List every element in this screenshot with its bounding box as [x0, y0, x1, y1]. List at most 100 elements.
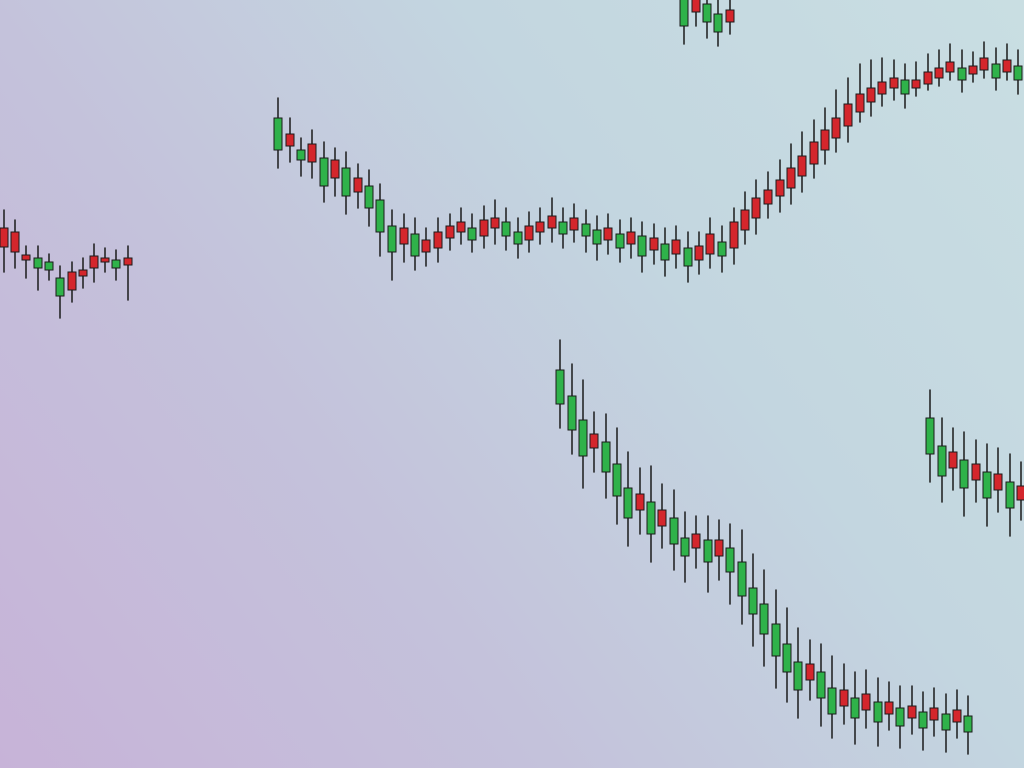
candle-down	[730, 222, 738, 248]
candle-up	[45, 262, 53, 270]
candle-down	[856, 94, 864, 112]
candle-up	[468, 228, 476, 240]
candle-down	[422, 240, 430, 252]
candle-up	[783, 644, 791, 672]
candle-up	[772, 624, 780, 656]
candle-down	[446, 226, 454, 238]
candle-up	[874, 702, 882, 722]
candle-up	[942, 714, 950, 730]
candle-down	[692, 0, 700, 12]
candle-down	[101, 258, 109, 262]
candle-down	[844, 104, 852, 126]
candle-down	[935, 68, 943, 78]
candle-down	[832, 118, 840, 138]
candle-down	[525, 226, 533, 240]
candle-down	[480, 220, 488, 236]
candle-down	[798, 156, 806, 176]
candle-down	[650, 238, 658, 250]
candle-down	[400, 228, 408, 244]
candle-down	[912, 80, 920, 88]
candle-down	[980, 58, 988, 70]
candle-up	[726, 548, 734, 572]
candle-down	[972, 464, 980, 480]
candle-down	[658, 510, 666, 526]
candle-up	[274, 118, 282, 150]
candle-up	[703, 4, 711, 22]
candle-down	[636, 494, 644, 510]
candle-down	[570, 218, 578, 230]
candle-down	[491, 218, 499, 228]
candle-up	[34, 258, 42, 268]
candle-up	[960, 460, 968, 488]
candle-up	[593, 230, 601, 244]
candle-down	[354, 178, 362, 192]
candle-down	[68, 272, 76, 290]
candle-up	[661, 244, 669, 260]
candle-up	[681, 538, 689, 556]
candle-down	[890, 78, 898, 88]
candlestick-svg	[0, 0, 1024, 768]
candle-up	[749, 588, 757, 614]
candle-up	[794, 662, 802, 690]
candle-up	[926, 418, 934, 454]
candle-up	[582, 224, 590, 236]
candle-down	[741, 210, 749, 230]
candle-up	[670, 518, 678, 544]
candle-down	[706, 234, 714, 254]
candle-down	[695, 246, 703, 260]
candle-up	[579, 420, 587, 456]
candle-up	[602, 442, 610, 472]
candle-up	[568, 396, 576, 430]
candle-down	[787, 168, 795, 188]
candle-down	[627, 232, 635, 244]
candle-down	[953, 710, 961, 722]
candle-up	[297, 150, 305, 160]
candle-down	[457, 222, 465, 232]
candle-up	[760, 604, 768, 634]
candle-up	[896, 708, 904, 726]
candle-up	[56, 278, 64, 296]
candle-up	[638, 236, 646, 256]
candle-down	[840, 690, 848, 706]
candle-up	[365, 186, 373, 208]
candle-down	[930, 708, 938, 720]
candle-up	[684, 248, 692, 266]
candle-up	[411, 234, 419, 256]
candle-up	[559, 222, 567, 234]
candle-down	[331, 160, 339, 178]
candle-down	[726, 10, 734, 22]
candle-up	[342, 168, 350, 196]
candle-up	[704, 540, 712, 562]
candle-down	[11, 232, 19, 252]
candle-up	[738, 562, 746, 596]
candle-up	[556, 370, 564, 404]
candle-up	[376, 200, 384, 232]
candle-up	[901, 80, 909, 94]
candle-up	[964, 716, 972, 732]
candle-down	[821, 130, 829, 150]
candle-down	[715, 540, 723, 556]
candle-down	[994, 474, 1002, 490]
candle-down	[1017, 486, 1024, 500]
candlestick-chart[interactable]	[0, 0, 1024, 768]
candle-up	[828, 688, 836, 714]
candle-up	[714, 14, 722, 32]
candle-down	[752, 198, 760, 218]
candle-down	[79, 270, 87, 276]
candle-down	[810, 142, 818, 164]
candle-up	[680, 0, 688, 26]
candle-down	[806, 664, 814, 680]
candle-up	[817, 672, 825, 698]
candle-down	[949, 452, 957, 468]
candle-up	[958, 68, 966, 80]
candle-up	[502, 222, 510, 236]
candle-down	[548, 216, 556, 228]
candle-up	[112, 260, 120, 268]
candle-down	[434, 232, 442, 248]
candle-up	[647, 502, 655, 534]
candle-down	[1003, 60, 1011, 72]
candle-down	[22, 255, 30, 260]
candle-up	[624, 488, 632, 518]
candle-up	[514, 232, 522, 244]
candle-down	[90, 256, 98, 268]
